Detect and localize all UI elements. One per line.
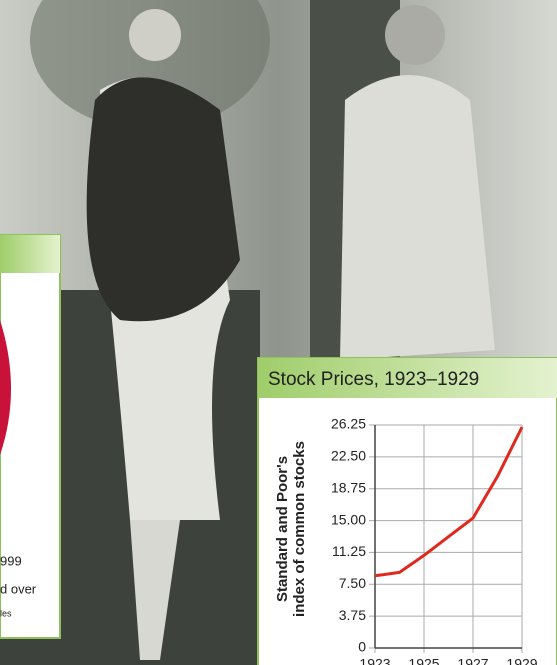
y-tick-label: 26.25 bbox=[331, 416, 366, 432]
y-tick-label: 3.75 bbox=[339, 607, 366, 623]
y-tick-label: 15.00 bbox=[331, 511, 366, 527]
side-panel: 999 d over les bbox=[0, 234, 61, 639]
x-tick-label: 1923 bbox=[359, 656, 390, 665]
y-tick-label: 0 bbox=[358, 639, 366, 655]
y-tick-label: 22.50 bbox=[331, 448, 366, 464]
x-tick-label: 1929 bbox=[506, 656, 537, 665]
side-text: les bbox=[0, 608, 12, 618]
chart-title: Stock Prices, 1923–1929 bbox=[268, 369, 479, 390]
chart-panel: Stock Prices, 1923–1929 Standard and Poo… bbox=[257, 357, 557, 665]
y-tick-label: 18.75 bbox=[331, 479, 366, 495]
y-axis-label: Standard and Poor's bbox=[274, 456, 291, 602]
side-text: 999 bbox=[0, 553, 22, 568]
y-tick-label: 7.50 bbox=[339, 575, 366, 591]
x-tick-label: 1927 bbox=[457, 656, 488, 665]
y-axis-label: index of common stocks bbox=[291, 441, 308, 617]
line bbox=[374, 426, 524, 578]
side-text: d over bbox=[0, 581, 37, 596]
y-tick-label: 11.25 bbox=[332, 543, 366, 559]
x-tick-label: 1925 bbox=[408, 656, 439, 665]
